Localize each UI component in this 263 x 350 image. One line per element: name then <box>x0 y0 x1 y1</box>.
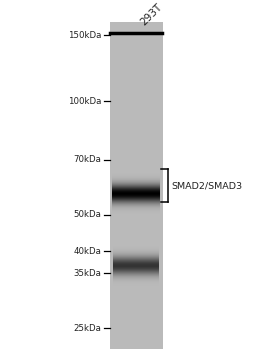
Text: 150kDa: 150kDa <box>68 30 101 40</box>
Text: 293T: 293T <box>139 1 164 27</box>
Text: 35kDa: 35kDa <box>73 269 101 278</box>
Text: 40kDa: 40kDa <box>73 247 101 256</box>
Text: SMAD2/SMAD3: SMAD2/SMAD3 <box>171 181 243 190</box>
Text: 70kDa: 70kDa <box>73 155 101 164</box>
Text: 50kDa: 50kDa <box>73 210 101 219</box>
Text: 100kDa: 100kDa <box>68 97 101 106</box>
Text: 25kDa: 25kDa <box>73 324 101 333</box>
